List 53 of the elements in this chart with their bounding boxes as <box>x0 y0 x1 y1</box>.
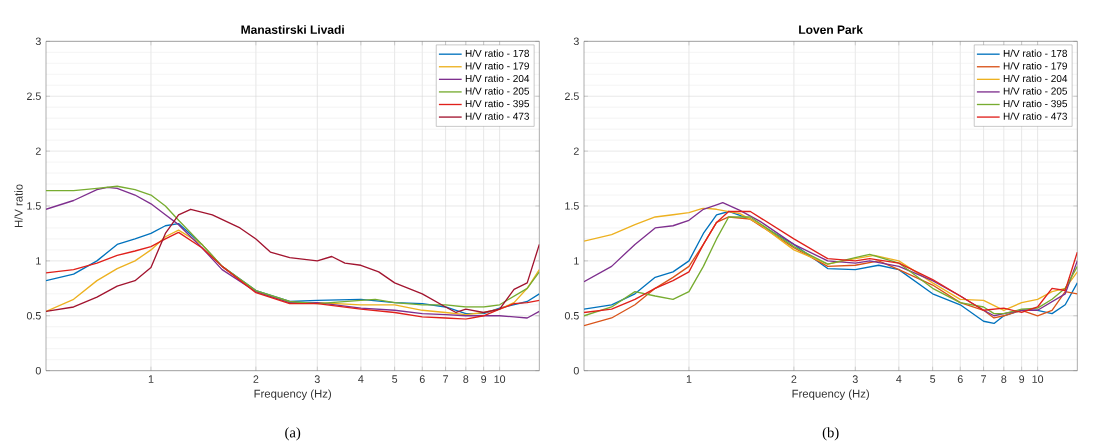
y-tick-label: 1.5 <box>27 202 41 210</box>
x-tick-label: 5 <box>930 375 936 383</box>
legend-label: H/V ratio - 473 <box>1003 112 1068 120</box>
x-tick-label: 10 <box>1032 375 1044 384</box>
x-tick-label: 8 <box>1001 375 1007 384</box>
x-axis-title: Frequency (Hz) <box>254 389 331 401</box>
legend-label: H/V ratio - 473 <box>465 112 530 120</box>
y-tick-label: 1 <box>574 257 579 265</box>
x-tick-label: 3 <box>314 375 320 384</box>
x-axis-title: Frequency (Hz) <box>792 389 869 401</box>
x-tick-label: 6 <box>957 375 963 384</box>
y-axis-title: H/V ratio <box>14 184 23 228</box>
x-tick-label: 7 <box>443 375 449 383</box>
x-tick-label: 2 <box>253 375 259 383</box>
x-tick-label: 9 <box>481 375 487 384</box>
x-tick-label: 4 <box>896 375 902 383</box>
y-tick-label: 0.5 <box>564 312 579 320</box>
y-tick-label: 2 <box>573 147 579 155</box>
x-tick-label: 8 <box>463 375 469 384</box>
x-tick-label: 1 <box>148 375 154 383</box>
y-tick-label: 0.5 <box>26 312 41 320</box>
y-tick-label: 2.5 <box>565 92 579 101</box>
legend-label: H/V ratio - 204 <box>1003 74 1068 83</box>
y-tick-label: 1.5 <box>565 202 579 210</box>
legend-label: H/V ratio - 205 <box>1003 87 1068 95</box>
y-tick-label: 3 <box>573 37 579 46</box>
x-tick-label: 10 <box>494 375 506 384</box>
chart-title: Loven Park <box>799 25 864 35</box>
legend-label: H/V ratio - 205 <box>465 87 530 95</box>
legend-label: H/V ratio - 179 <box>465 62 529 70</box>
legend-label: H/V ratio - 179 <box>1003 62 1067 70</box>
y-tick-label: 3 <box>35 37 41 46</box>
legend-label: H/V ratio - 204 <box>465 74 530 83</box>
text: (a) <box>285 427 301 441</box>
y-tick-label: 1 <box>36 257 41 265</box>
legend-label: H/V ratio - 178 <box>1003 49 1068 58</box>
x-tick-label: 4 <box>358 375 364 383</box>
x-tick-label: 1 <box>686 375 692 383</box>
legend-label: H/V ratio - 178 <box>465 49 530 58</box>
text: (b) <box>822 427 839 441</box>
x-tick-label: 5 <box>392 375 398 383</box>
y-tick-label: 0 <box>35 367 41 375</box>
x-tick-label: 6 <box>419 375 425 384</box>
legend-label: H/V ratio - 395 <box>1003 100 1068 108</box>
chart-title: Manastirski Livadi <box>241 25 344 35</box>
y-tick-label: 0 <box>573 367 579 375</box>
x-tick-label: 3 <box>852 375 858 384</box>
x-tick-label: 2 <box>791 375 797 383</box>
y-tick-label: 2.5 <box>27 92 41 101</box>
legend-label: H/V ratio - 395 <box>465 100 530 108</box>
y-tick-label: 2 <box>35 147 41 155</box>
x-tick-label: 7 <box>981 375 987 383</box>
x-tick-label: 9 <box>1019 375 1025 384</box>
